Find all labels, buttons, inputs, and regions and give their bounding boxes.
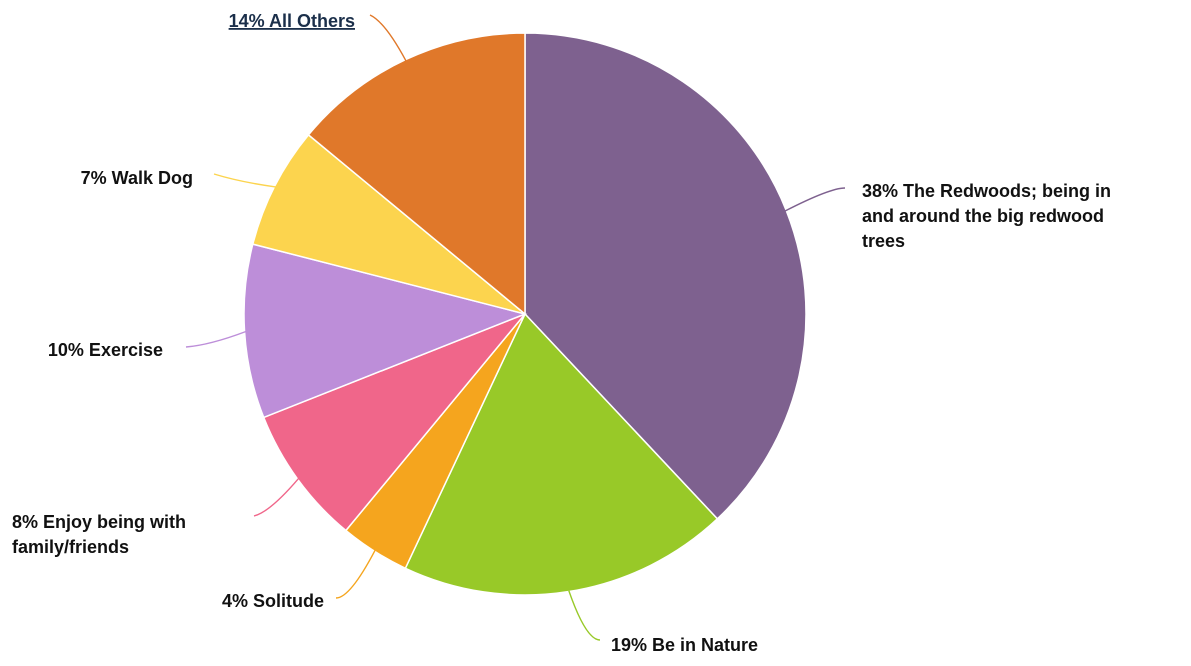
slice-label[interactable]: 14% All Others	[229, 11, 355, 31]
leader-line	[185, 330, 246, 348]
leader-line	[784, 187, 846, 212]
slice-label: 19% Be in Nature	[611, 635, 758, 655]
slice-label: 38% The Redwoods; being in and around the…	[862, 181, 1111, 251]
leader-line	[253, 478, 300, 517]
pie-leader-lines	[185, 14, 846, 641]
pie-slices	[243, 32, 807, 596]
leader-line	[568, 590, 601, 641]
slice-label: 10% Exercise	[48, 340, 163, 360]
slice-label: 8% Enjoy being with family/friends	[12, 512, 186, 557]
slice-label: 7% Walk Dog	[81, 168, 193, 188]
leader-line	[369, 14, 407, 61]
pie-labels: 38% The Redwoods; being in and around the…	[12, 11, 1111, 655]
slice-label: 4% Solitude	[222, 591, 324, 611]
leader-line	[213, 173, 276, 188]
leader-line	[335, 550, 376, 599]
